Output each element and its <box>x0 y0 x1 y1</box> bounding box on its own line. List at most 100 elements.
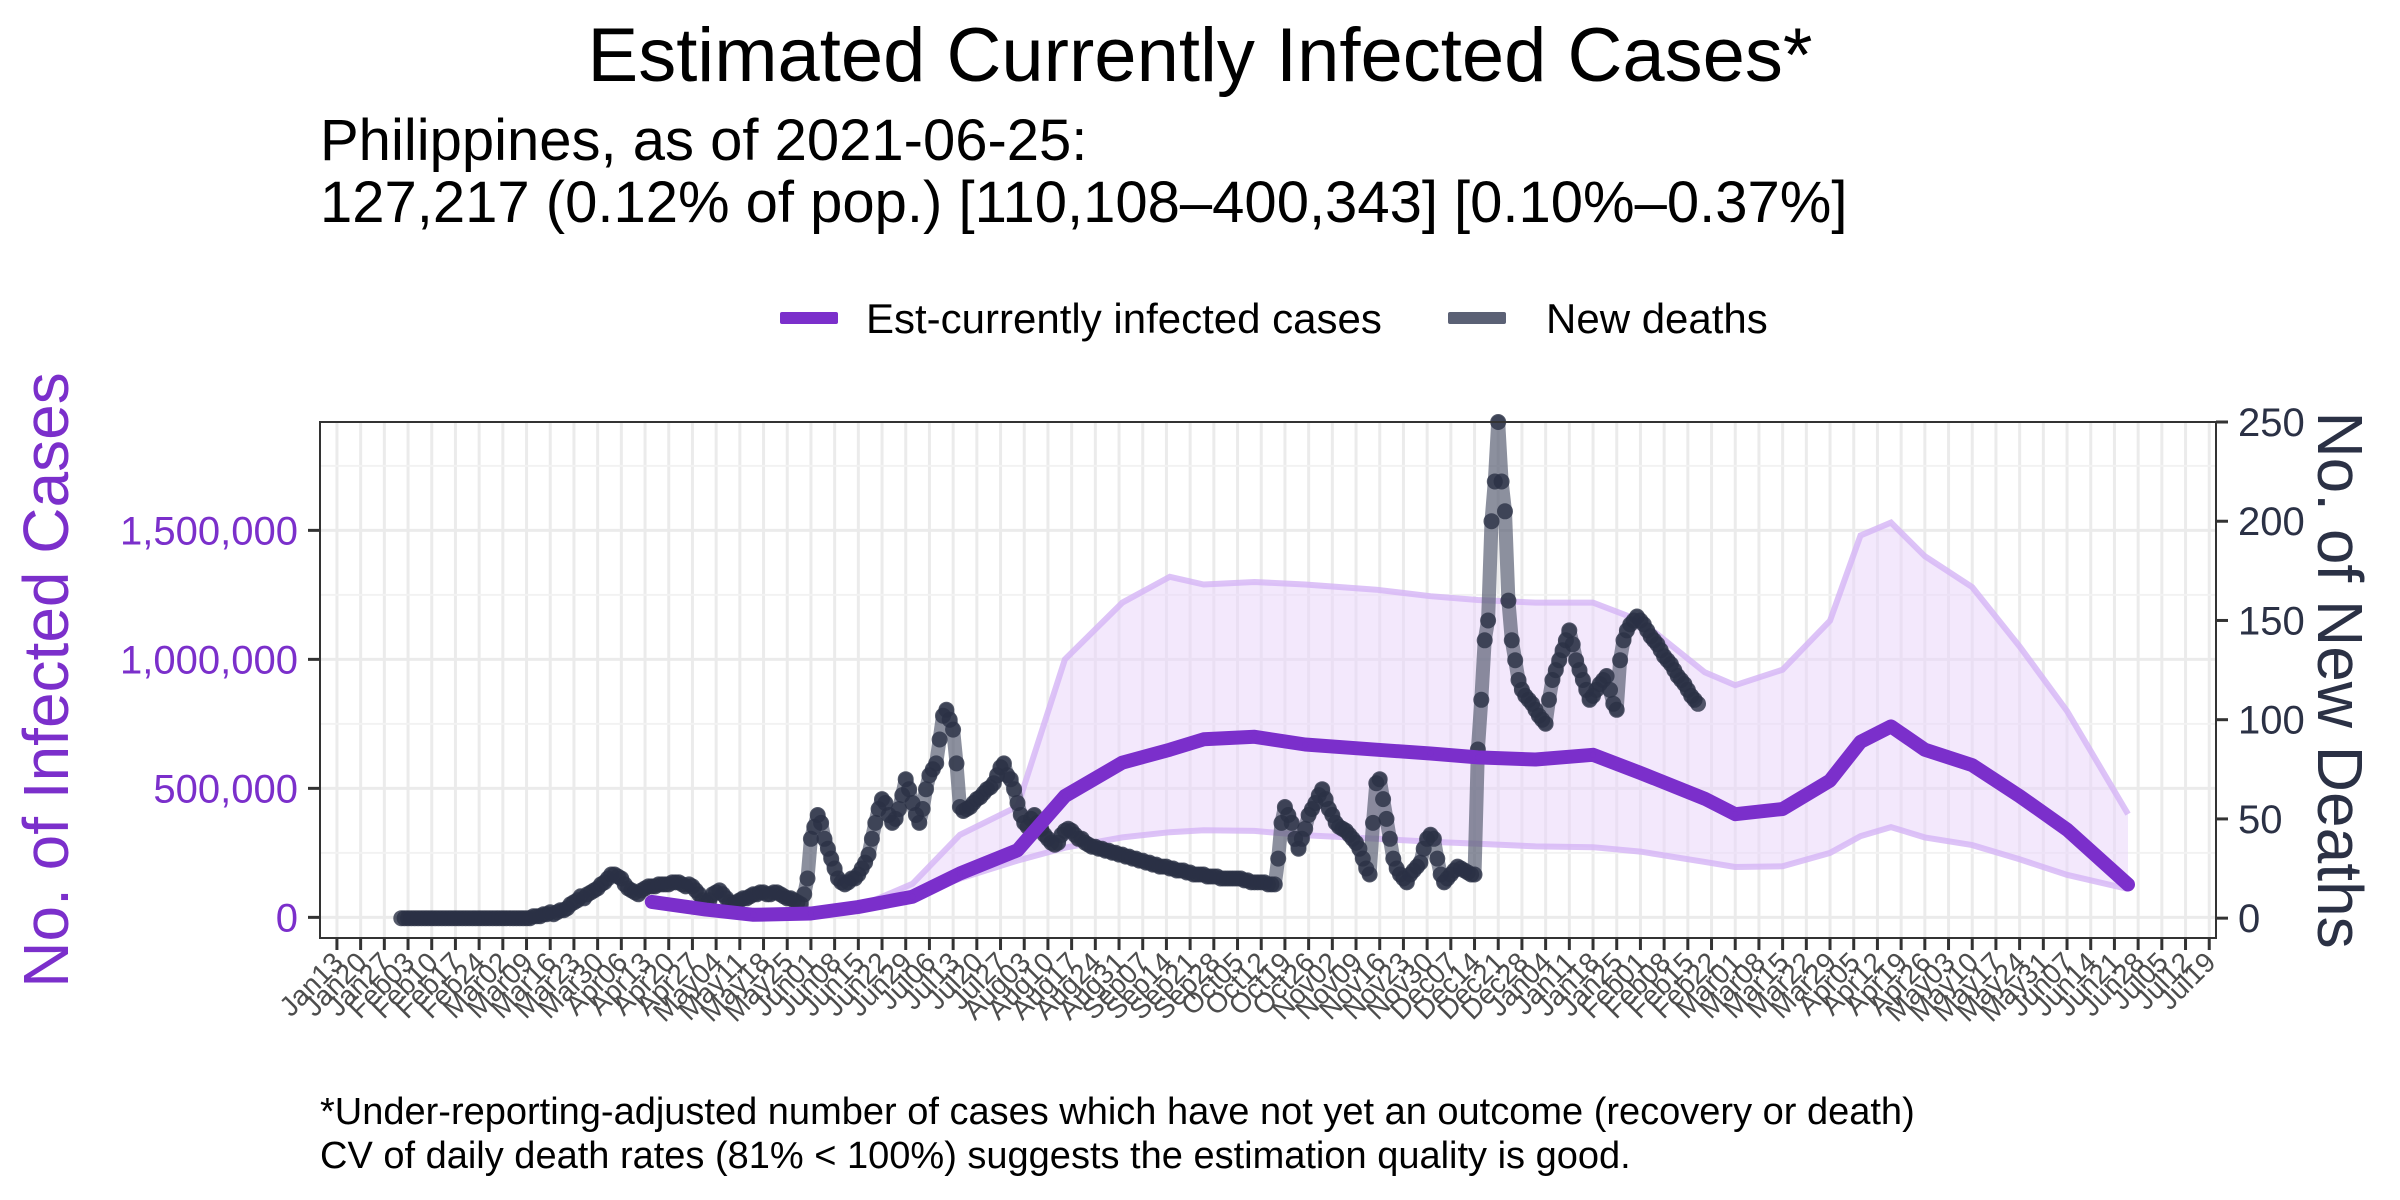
deaths-point <box>1690 695 1706 712</box>
deaths-point <box>1283 814 1300 831</box>
infected-point <box>1969 762 1976 769</box>
deaths-point <box>1266 876 1283 893</box>
deaths-point <box>931 731 948 748</box>
infected-point <box>1302 741 1309 748</box>
infected-point <box>2064 826 2070 833</box>
deaths-point <box>1009 795 1026 811</box>
x-axis: Jan13Jan20Jan27Feb03Feb10Feb17Feb24Mar02… <box>273 938 2221 1028</box>
deaths-point <box>1270 850 1287 867</box>
y-axis-right-tick-label: 250 <box>2238 401 2305 445</box>
deaths-point <box>813 814 830 831</box>
deaths-point <box>1381 830 1398 847</box>
deaths-point <box>1483 513 1500 530</box>
deaths-point <box>914 801 931 817</box>
y-axis-left: 0 500,000 1,000,000 1,500,000 <box>120 509 320 940</box>
deaths-point <box>1497 503 1513 520</box>
deaths-point <box>1537 715 1554 732</box>
deaths-point <box>911 814 928 831</box>
infected-line-layer <box>644 719 2135 922</box>
infected-point <box>750 911 757 918</box>
infected-point <box>956 870 963 877</box>
infected-point <box>1014 847 1021 854</box>
deaths-point <box>1473 691 1490 708</box>
infected-point <box>703 906 709 913</box>
caption-line1: *Under-reporting-adjusted number of case… <box>320 1091 1915 1133</box>
legend-key-deaths <box>1448 312 1506 324</box>
infected-point <box>1427 750 1434 757</box>
deaths-point <box>1365 814 1381 831</box>
y-axis-left-tick-label: 0 <box>276 896 298 940</box>
deaths-point <box>1608 701 1625 718</box>
infected-point <box>1119 759 1126 766</box>
y-axis-left-tick-label: 1,000,000 <box>120 638 298 682</box>
infected-point <box>1732 811 1739 818</box>
y-axis-left-tick-label: 1,500,000 <box>120 509 298 553</box>
deaths-point <box>799 870 816 887</box>
chart-title: Estimated Currently Infected Cases* <box>587 13 1813 98</box>
infected-point <box>1921 746 1928 753</box>
deaths-point <box>1006 781 1023 798</box>
deaths-point <box>860 846 877 863</box>
deaths-point <box>1371 771 1388 788</box>
infected-upper-bound-line <box>651 519 2131 918</box>
infected-point <box>855 904 862 910</box>
legend-label-infected: Est-currently infected cases <box>866 295 1382 342</box>
deaths-point <box>1425 830 1442 847</box>
y-axis-right-tick-label: 100 <box>2238 699 2305 743</box>
deaths-point <box>891 801 907 817</box>
deaths-point <box>1507 652 1524 669</box>
deaths-point <box>1500 592 1517 609</box>
infected-point <box>1474 754 1481 761</box>
infected-point <box>1061 793 1068 800</box>
deaths-point <box>1412 854 1429 871</box>
y-axis-left-title: No. of Infected Cases <box>10 372 82 987</box>
infected-point <box>648 898 655 905</box>
deaths-point <box>1378 810 1395 827</box>
infected-point <box>1373 746 1380 753</box>
deaths-point <box>1466 866 1483 883</box>
deaths-point <box>948 755 965 772</box>
deaths-point <box>1480 612 1497 629</box>
infected-point <box>1200 736 1207 743</box>
y-axis-right-tick-label: 0 <box>2238 897 2260 941</box>
deaths-point <box>796 886 813 903</box>
legend: Est-currently infected cases New deaths <box>780 295 1768 342</box>
infected-point <box>807 910 814 917</box>
y-axis-right-title: No. of New Deaths <box>2304 411 2376 948</box>
deaths-point <box>1493 473 1510 490</box>
infected-point <box>1590 751 1596 758</box>
deaths-point <box>867 814 884 831</box>
legend-key-infected <box>780 312 838 324</box>
deaths-point <box>928 755 945 772</box>
legend-label-deaths: New deaths <box>1546 295 1768 342</box>
infected-point <box>1166 746 1173 753</box>
caption-line2: CV of daily death rates (81% < 100%) sug… <box>320 1135 1631 1177</box>
deaths-point <box>1503 632 1520 649</box>
chart-subtitle-line1: Philippines, as of 2021-06-25: <box>320 108 1088 173</box>
deaths-point <box>863 830 880 847</box>
y-axis-right-tick-label: 150 <box>2238 599 2305 643</box>
deaths-point <box>1375 791 1392 808</box>
deaths-point <box>1297 820 1314 837</box>
infected-point <box>1827 777 1833 784</box>
infected-point <box>1888 723 1894 730</box>
infected-point <box>1779 806 1786 812</box>
infected-point <box>1637 769 1644 776</box>
y-axis-right: 0 50 100 150 200 250 <box>2216 401 2305 941</box>
infected-point <box>1532 756 1539 763</box>
deaths-point <box>1476 632 1493 649</box>
deaths-point <box>1429 850 1446 867</box>
deaths-point <box>1612 652 1629 669</box>
deaths-point <box>1361 866 1378 883</box>
y-axis-right-tick-label: 50 <box>2238 798 2283 842</box>
chart-subtitle-line2: 127,217 (0.12% of pop.) [110,108–400,343… <box>320 170 1848 235</box>
y-axis-right-tick-label: 200 <box>2238 500 2305 544</box>
infected-point <box>1701 795 1708 802</box>
deaths-point <box>945 721 962 738</box>
infected-point <box>909 893 916 900</box>
deaths-point <box>877 795 894 811</box>
deaths-point <box>1564 636 1581 653</box>
deaths-point <box>1598 668 1615 684</box>
deaths-point <box>1541 691 1557 708</box>
